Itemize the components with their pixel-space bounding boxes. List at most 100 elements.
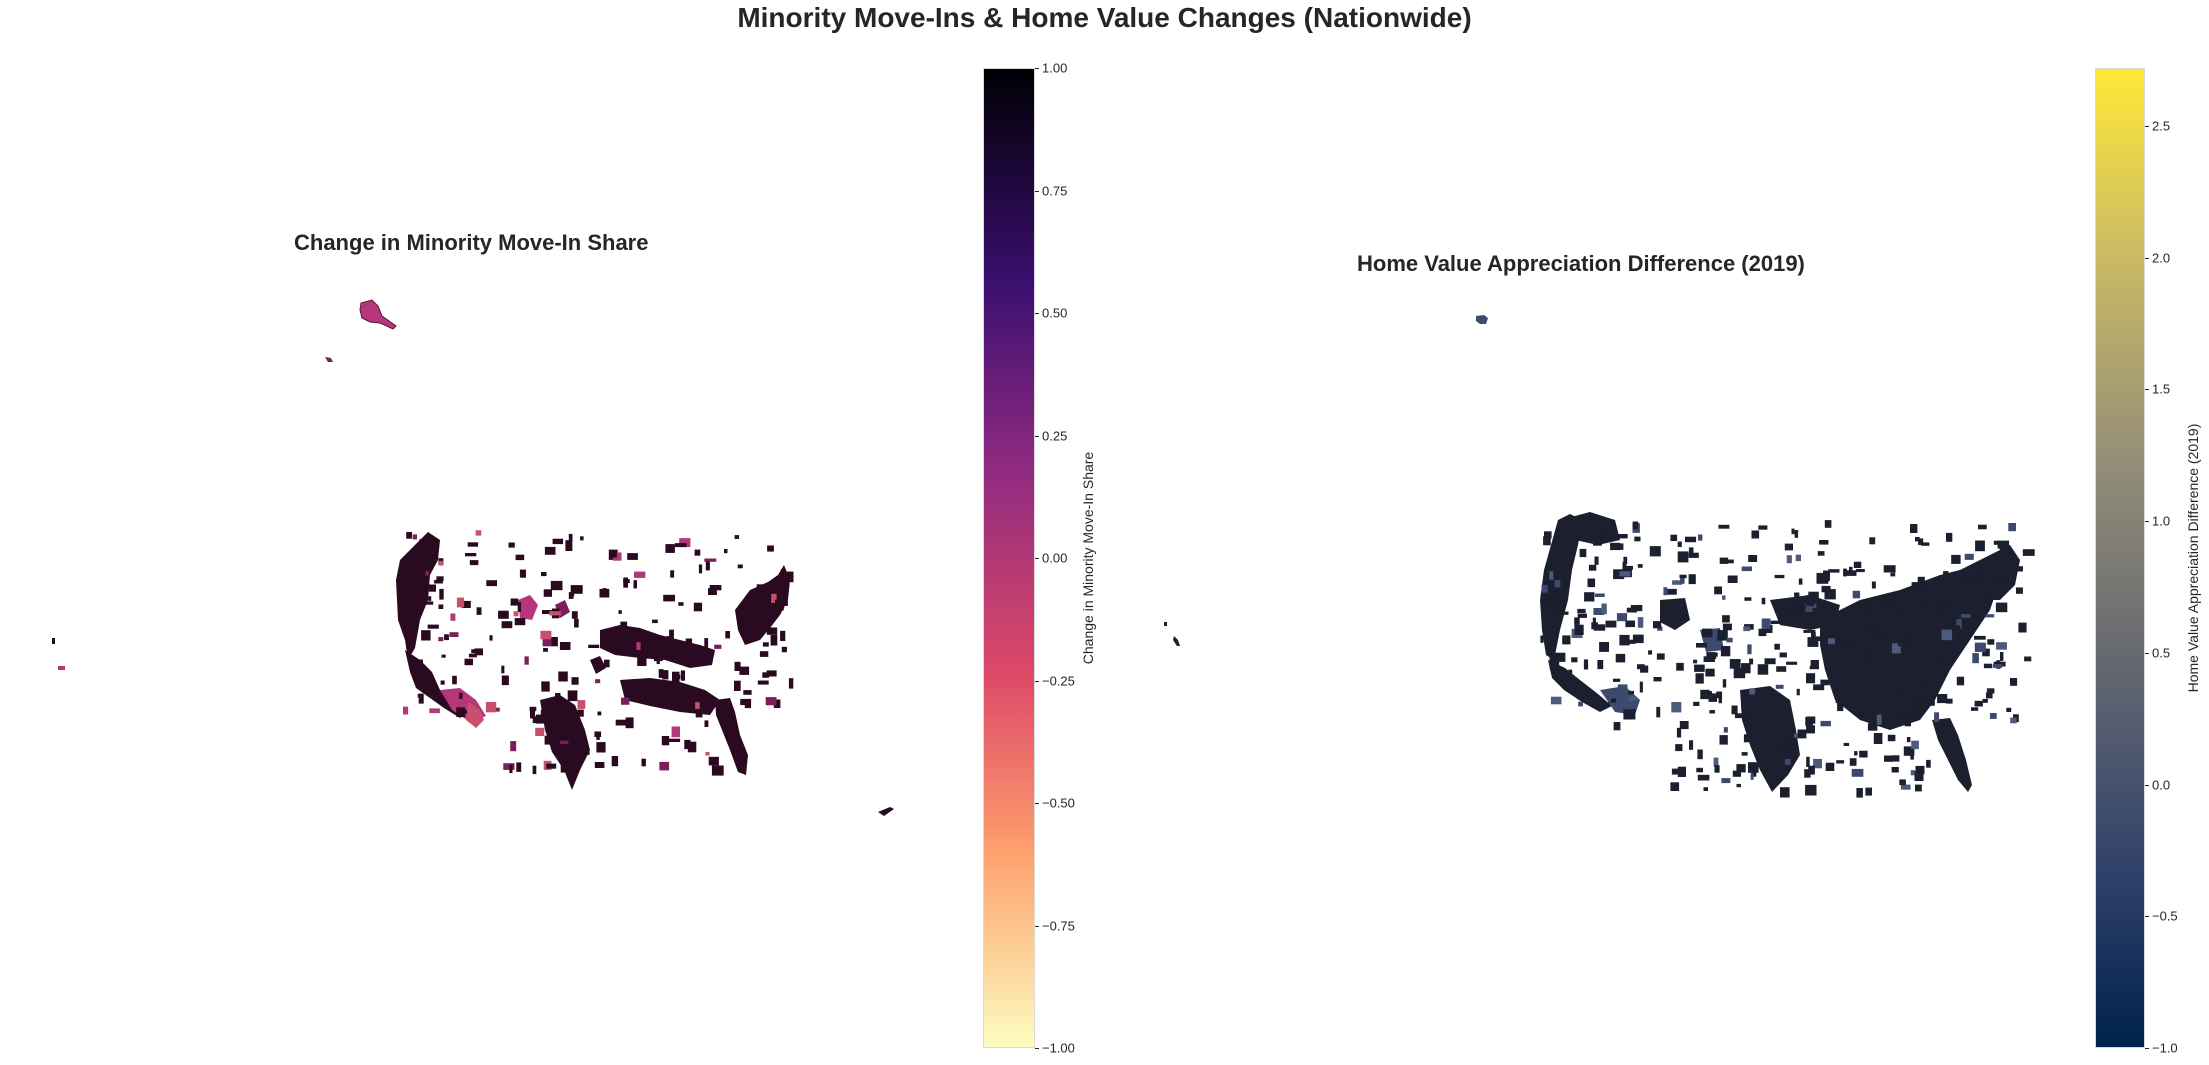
tract-speck — [627, 553, 638, 560]
tract-speck — [637, 656, 647, 666]
tract-speck — [1613, 722, 1621, 731]
tract-speck — [773, 699, 781, 708]
tract-speck — [700, 655, 712, 665]
tract-speck — [603, 659, 610, 668]
tract-speck — [1974, 642, 1986, 652]
colorbar-tick-mark — [1035, 1048, 1039, 1049]
tract-speck — [1849, 566, 1853, 571]
tract-speck — [421, 630, 431, 641]
tract-speck — [1714, 765, 1720, 773]
tract-speck — [1964, 553, 1974, 560]
tract-speck — [2012, 565, 2018, 570]
tract-speck — [594, 731, 602, 737]
tract-speck — [1697, 749, 1703, 760]
tract-speck — [737, 564, 743, 569]
colorbar-tick-label: 2.0 — [2152, 250, 2171, 266]
tract-speck — [684, 739, 691, 750]
tract-speck — [1986, 692, 1993, 699]
tract-speck — [1849, 758, 1857, 766]
tract-speck — [1820, 720, 1831, 727]
tract-speck — [596, 742, 606, 753]
tract-speck — [734, 535, 740, 539]
tract-speck — [757, 680, 769, 685]
tract-speck — [1795, 554, 1801, 562]
tract-speck — [1615, 653, 1626, 663]
tract-speck — [1749, 658, 1754, 665]
tract-speck — [695, 702, 700, 709]
tract-speck — [417, 659, 423, 667]
tract-speck — [1653, 677, 1662, 682]
tract-speck — [630, 688, 641, 697]
tract-speck — [465, 553, 477, 557]
tract-speck — [1813, 758, 1822, 769]
tract-speck — [1625, 620, 1635, 628]
tract-speck — [1722, 595, 1726, 600]
tract-speck — [1596, 525, 1604, 534]
tract-speck — [641, 758, 646, 767]
tract-speck — [1577, 613, 1587, 618]
tract-speck — [1723, 727, 1728, 733]
tract-speck — [1619, 571, 1631, 577]
tract-speck — [640, 687, 652, 691]
tract-speck — [678, 602, 684, 606]
colorbar-tick-label: 0.0 — [2152, 777, 2171, 793]
tract-speck — [1851, 768, 1864, 777]
tract-speck — [1688, 574, 1696, 585]
tract-speck — [542, 637, 552, 647]
tract-speck — [558, 671, 568, 682]
tract-speck — [1706, 652, 1717, 659]
tract-speck — [1656, 653, 1665, 660]
tract-speck — [1903, 680, 1914, 692]
tract-speck — [1806, 716, 1816, 724]
tract-speck — [1902, 658, 1914, 666]
tract-speck — [1945, 621, 1953, 629]
tract-speck — [1820, 679, 1830, 686]
tract-speck — [1544, 531, 1552, 539]
tract-speck — [694, 549, 701, 556]
tract-speck — [1696, 643, 1707, 648]
tract-speck — [1805, 603, 1817, 612]
tract-speck — [1900, 784, 1911, 790]
tract-speck — [1786, 661, 1798, 665]
tract-speck — [1972, 653, 1979, 664]
tract-speck — [1894, 679, 1903, 690]
tract-speck — [1731, 705, 1738, 715]
tract-speck — [2000, 652, 2004, 661]
tract-speck — [1675, 744, 1683, 752]
tract-speck — [704, 638, 709, 648]
tract-speck — [1636, 604, 1641, 609]
tract-speck — [698, 564, 703, 574]
tract-speck — [750, 609, 762, 619]
northeast-cluster — [735, 565, 790, 645]
tract-speck — [662, 670, 669, 680]
tract-speck — [1671, 768, 1681, 775]
tract-speck — [1974, 700, 1983, 707]
tract-speck — [693, 602, 703, 612]
tract-speck — [1914, 697, 1918, 705]
tract-speck — [1989, 713, 1997, 719]
tract-speck — [501, 621, 513, 629]
northwest-cluster — [1560, 512, 1620, 545]
tract-speck — [1876, 714, 1882, 725]
tract-speck — [1685, 536, 1697, 543]
tract-speck — [1971, 572, 1982, 583]
tract-speck — [1806, 595, 1814, 607]
colorbar-tick-label: 1.5 — [2152, 381, 2171, 397]
tract-speck — [1943, 571, 1949, 576]
tract-speck — [1999, 545, 2010, 556]
tract-speck — [1815, 636, 1822, 641]
tract-speck — [674, 685, 681, 695]
tract-speck — [1549, 571, 1554, 580]
tract-speck — [438, 604, 444, 609]
tract-speck — [1702, 628, 1713, 638]
tract-speck — [449, 632, 459, 637]
tract-speck — [639, 638, 647, 642]
tract-speck — [400, 606, 408, 618]
tract-speck — [766, 627, 778, 635]
tract-speck — [1574, 624, 1584, 635]
tract-speck — [1903, 714, 1914, 719]
tract-speck — [417, 670, 430, 682]
tract-speck — [1751, 770, 1757, 777]
tract-speck — [468, 653, 477, 658]
tract-speck — [1610, 542, 1621, 551]
